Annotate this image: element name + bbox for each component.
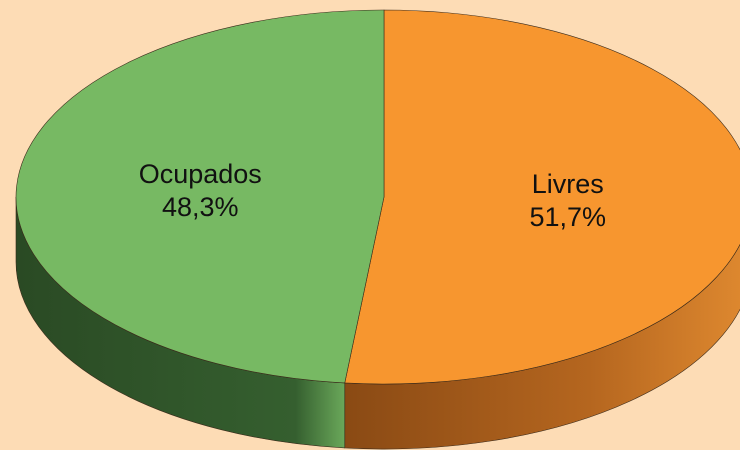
slice — [15, 9, 385, 384]
slice-value-label: 48,3% — [162, 192, 239, 222]
slice-label: Ocupados — [139, 159, 262, 189]
slice — [344, 9, 740, 385]
slice-value-label: 51,7% — [529, 202, 606, 232]
slice-label: Livres — [532, 169, 604, 199]
